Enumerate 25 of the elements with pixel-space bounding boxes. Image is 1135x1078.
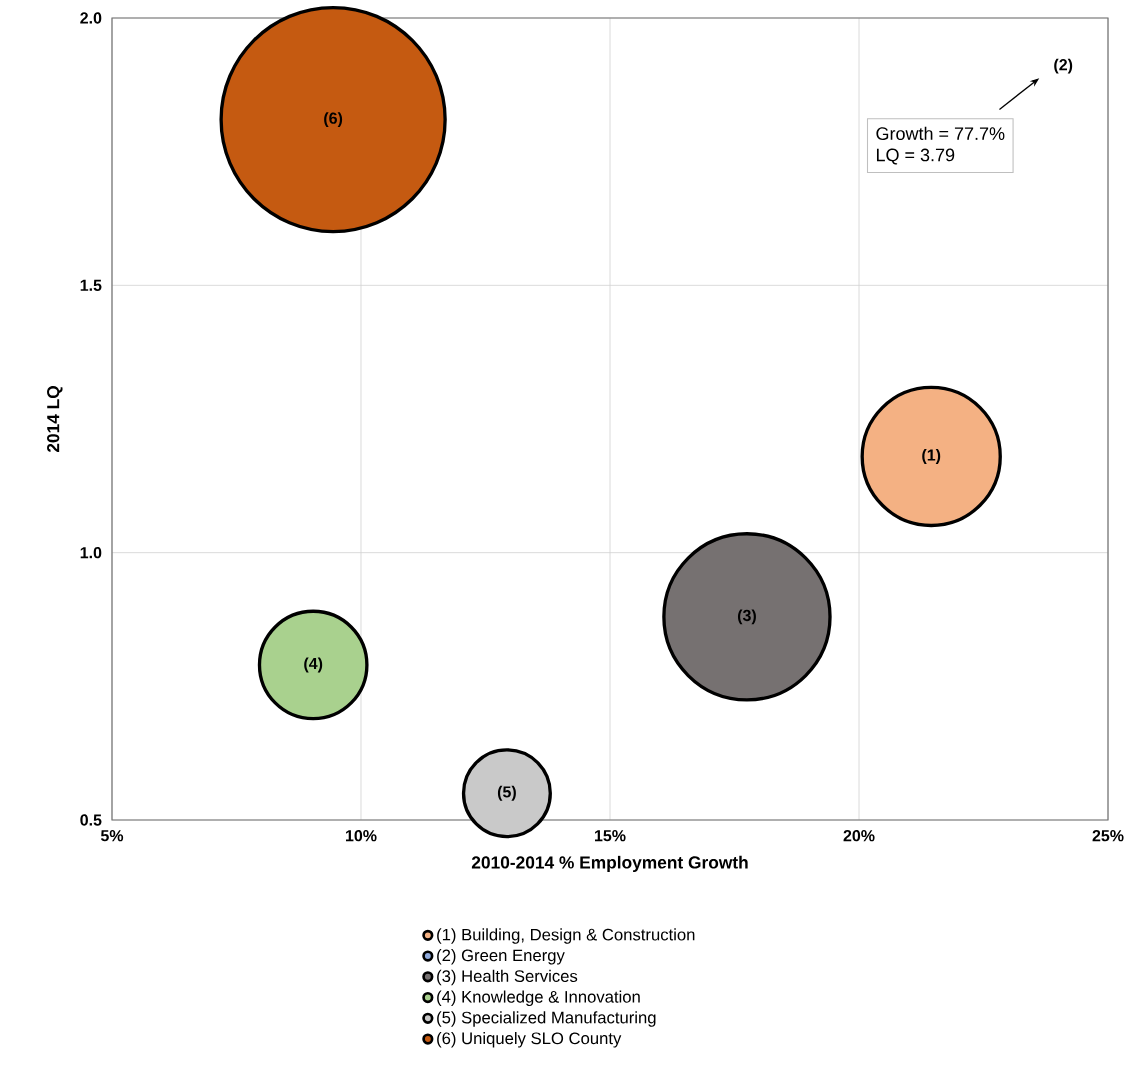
y-tick-label: 1.5 (80, 279, 102, 291)
annotation: (3) (737, 609, 756, 625)
annotation: (1) (922, 448, 941, 464)
annotation: LQ = 3.79 (876, 148, 955, 165)
x-axis-title: 2010-2014 % Employment Growth (471, 855, 748, 873)
legend-label: (2) Green Energy (437, 949, 565, 965)
annotation: (4) (304, 657, 323, 673)
x-tick-label: 15% (594, 830, 626, 842)
x-tick-label: 10% (345, 830, 377, 842)
legend-label: (5) Specialized Manufacturing (437, 1011, 656, 1027)
legend-label: (3) Health Services (437, 969, 578, 986)
legend-label: (6) Uniquely SLO County (437, 1031, 622, 1048)
annotation: Growth = 77.7% (876, 126, 1005, 140)
annotation: (2) (1054, 58, 1073, 74)
legend-label: (4) Knowledge & Innovation (437, 990, 640, 1007)
x-tick-label: 25% (1092, 830, 1124, 842)
annotation: (6) (324, 112, 343, 128)
y-tick-label: 1.0 (80, 547, 102, 559)
y-axis-title: 2014 LQ (47, 386, 63, 453)
annotation: (5) (497, 785, 516, 801)
legend-label: (1) Building, Design & Construction (437, 928, 695, 944)
x-tick-label: 5% (100, 830, 124, 842)
y-tick-label: 0.5 (80, 814, 102, 826)
x-tick-label: 20% (843, 830, 875, 842)
y-tick-label: 2.0 (80, 12, 102, 24)
